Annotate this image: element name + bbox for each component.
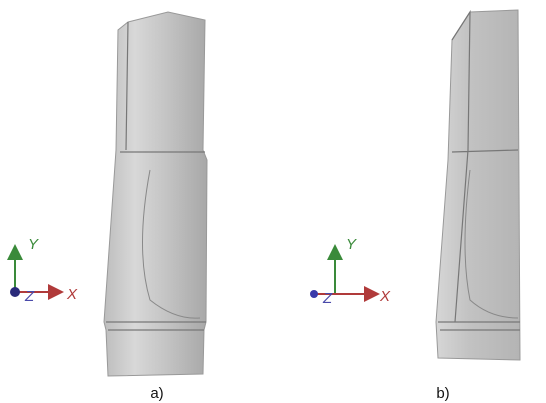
axis-x-label: X: [379, 288, 391, 305]
scan-b: [436, 10, 520, 360]
axis-y-label: Y: [346, 236, 357, 253]
panel-caption: b): [436, 385, 449, 402]
figure: Y Z X Y Z X a) b): [0, 0, 546, 403]
panel-caption: a): [150, 385, 163, 402]
axis-z-label: Z: [24, 288, 35, 305]
axis-x-label: X: [66, 286, 78, 303]
scan-a: [104, 12, 207, 376]
axis-triad-a: Y Z X: [10, 236, 78, 305]
axis-z-label: Z: [322, 290, 333, 307]
axis-triad-b: Y Z X: [310, 236, 391, 307]
axis-y-label: Y: [28, 236, 39, 253]
